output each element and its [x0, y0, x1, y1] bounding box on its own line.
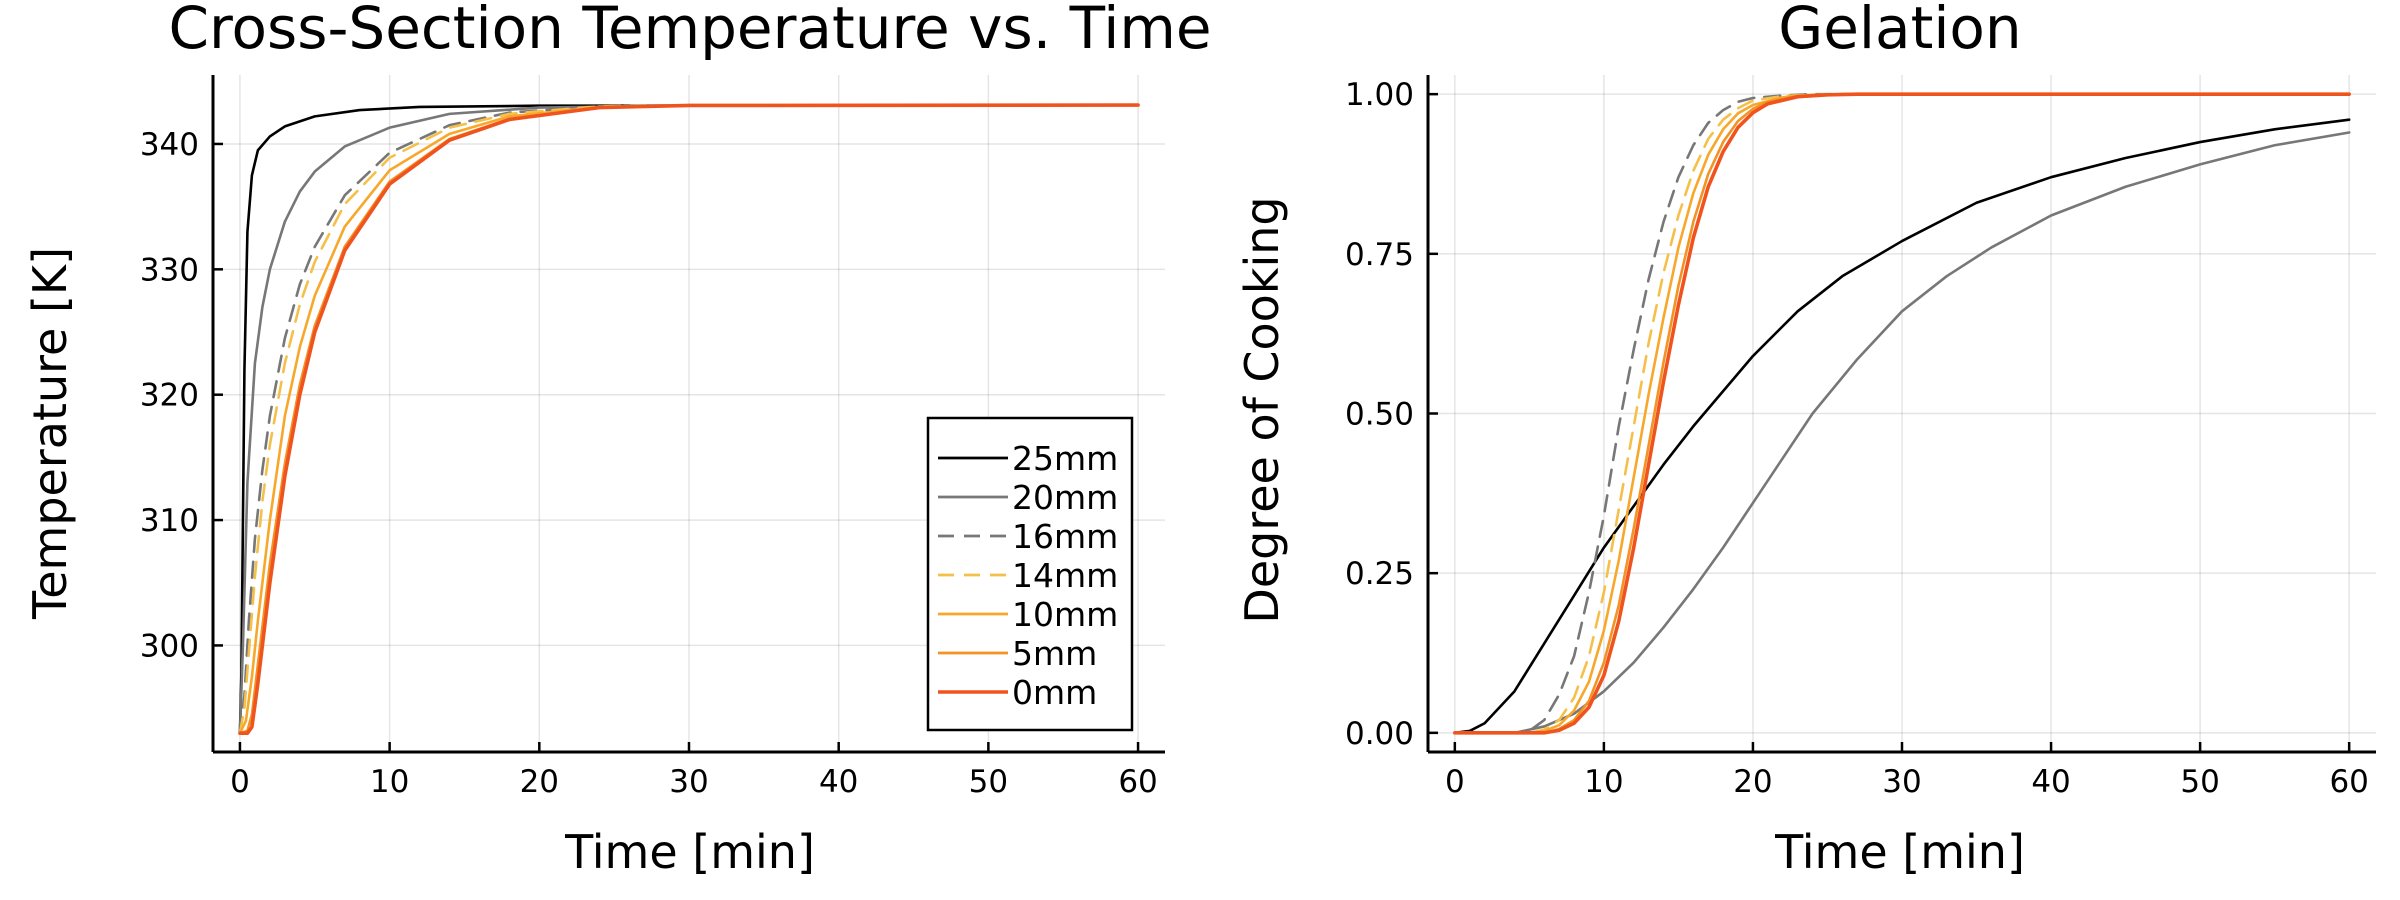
temperature-x-tick-label: 10 — [370, 764, 409, 800]
temperature-x-tick-label: 0 — [230, 764, 250, 800]
legend-box — [926, 416, 1134, 732]
gelation-series-line-0mm — [1453, 92, 2351, 735]
legend-item: 16mm — [938, 517, 1118, 556]
gelation-x-tick-label: 20 — [1733, 764, 1772, 800]
gelation-series-line-14mm — [1453, 92, 2351, 735]
gelation-series-line-25mm — [1453, 118, 2351, 735]
legend-label: 10mm — [1012, 595, 1118, 634]
temperature-x-tick-label: 60 — [1118, 764, 1157, 800]
gelation-y-tick-label: 1.00 — [1345, 77, 1414, 113]
temperature-chart: 0 10 20 30 40 50 60 300 310 320 330 340 Cross-Secti… — [23, 0, 1212, 879]
temperature-x-tick-label: 30 — [669, 764, 708, 800]
legend-item: 5mm — [938, 634, 1097, 673]
gelation-y-tick-label: 0.75 — [1345, 237, 1414, 273]
legend-item: 20mm — [938, 478, 1118, 517]
temperature-series-line-0mm — [238, 103, 1140, 735]
gelation-y-tick-label: 0.00 — [1345, 716, 1414, 752]
gelation-chart-title: Gelation — [1778, 0, 2021, 62]
legend-item: 10mm — [938, 595, 1118, 634]
temperature-y-tick-label: 330 — [140, 252, 199, 288]
legend-item: 25mm — [938, 439, 1118, 478]
temperature-chart-title: Cross-Section Temperature vs. Time — [168, 0, 1211, 62]
legend-item: 14mm — [938, 556, 1118, 595]
gelation-series-line-16mm — [1453, 92, 2351, 735]
temperature-series-line-25mm — [238, 103, 1140, 735]
legend-label: 14mm — [1012, 556, 1118, 595]
gelation-y-axis-label: Degree of Cooking — [1235, 196, 1289, 623]
temperature-y-tick-label: 320 — [140, 378, 199, 414]
gelation-x-tick-label: 30 — [1882, 764, 1921, 800]
gelation-grid — [1428, 75, 2376, 752]
legend-item: 0mm — [938, 673, 1097, 712]
gelation-axes: 0 10 20 30 40 50 60 0.00 0.25 0.50 0.75 1.00 — [1345, 75, 2376, 800]
temperature-series-line-20mm — [238, 103, 1140, 735]
gelation-y-tick-label: 0.50 — [1345, 397, 1414, 433]
temperature-x-tick-label: 20 — [520, 764, 559, 800]
gelation-chart: 0 10 20 30 40 50 60 0.00 0.25 0.50 0.75 1.00 Gelati… — [1235, 0, 2376, 879]
gelation-y-tick-label: 0.25 — [1345, 556, 1414, 592]
temperature-y-tick-label: 300 — [140, 628, 199, 664]
legend-label: 16mm — [1012, 517, 1118, 556]
temperature-series-line-14mm — [238, 103, 1140, 735]
temperature-grid — [213, 75, 1165, 752]
temperature-x-tick-label: 50 — [969, 764, 1008, 800]
legend-label: 0mm — [1012, 673, 1097, 712]
temperature-x-axis-label: Time [min] — [564, 825, 815, 879]
temperature-series — [238, 103, 1140, 735]
gelation-x-tick-label: 0 — [1445, 764, 1465, 800]
temperature-axes: 0 10 20 30 40 50 60 300 310 320 330 340 — [140, 75, 1165, 800]
legend-label: 25mm — [1012, 439, 1118, 478]
gelation-series — [1453, 92, 2351, 735]
temperature-y-tick-label: 340 — [140, 127, 199, 163]
gelation-x-tick-label: 60 — [2329, 764, 2368, 800]
gelation-x-tick-label: 10 — [1584, 764, 1623, 800]
temperature-y-tick-label: 310 — [140, 503, 199, 539]
temperature-y-axis-label: Temperature [K] — [23, 247, 77, 620]
legend-label: 20mm — [1012, 478, 1118, 517]
legend-label: 5mm — [1012, 634, 1097, 673]
temperature-x-tick-label: 40 — [819, 764, 858, 800]
gelation-x-axis-label: Time [min] — [1774, 825, 2025, 879]
gelation-x-tick-label: 50 — [2180, 764, 2219, 800]
gelation-x-tick-label: 40 — [2031, 764, 2070, 800]
